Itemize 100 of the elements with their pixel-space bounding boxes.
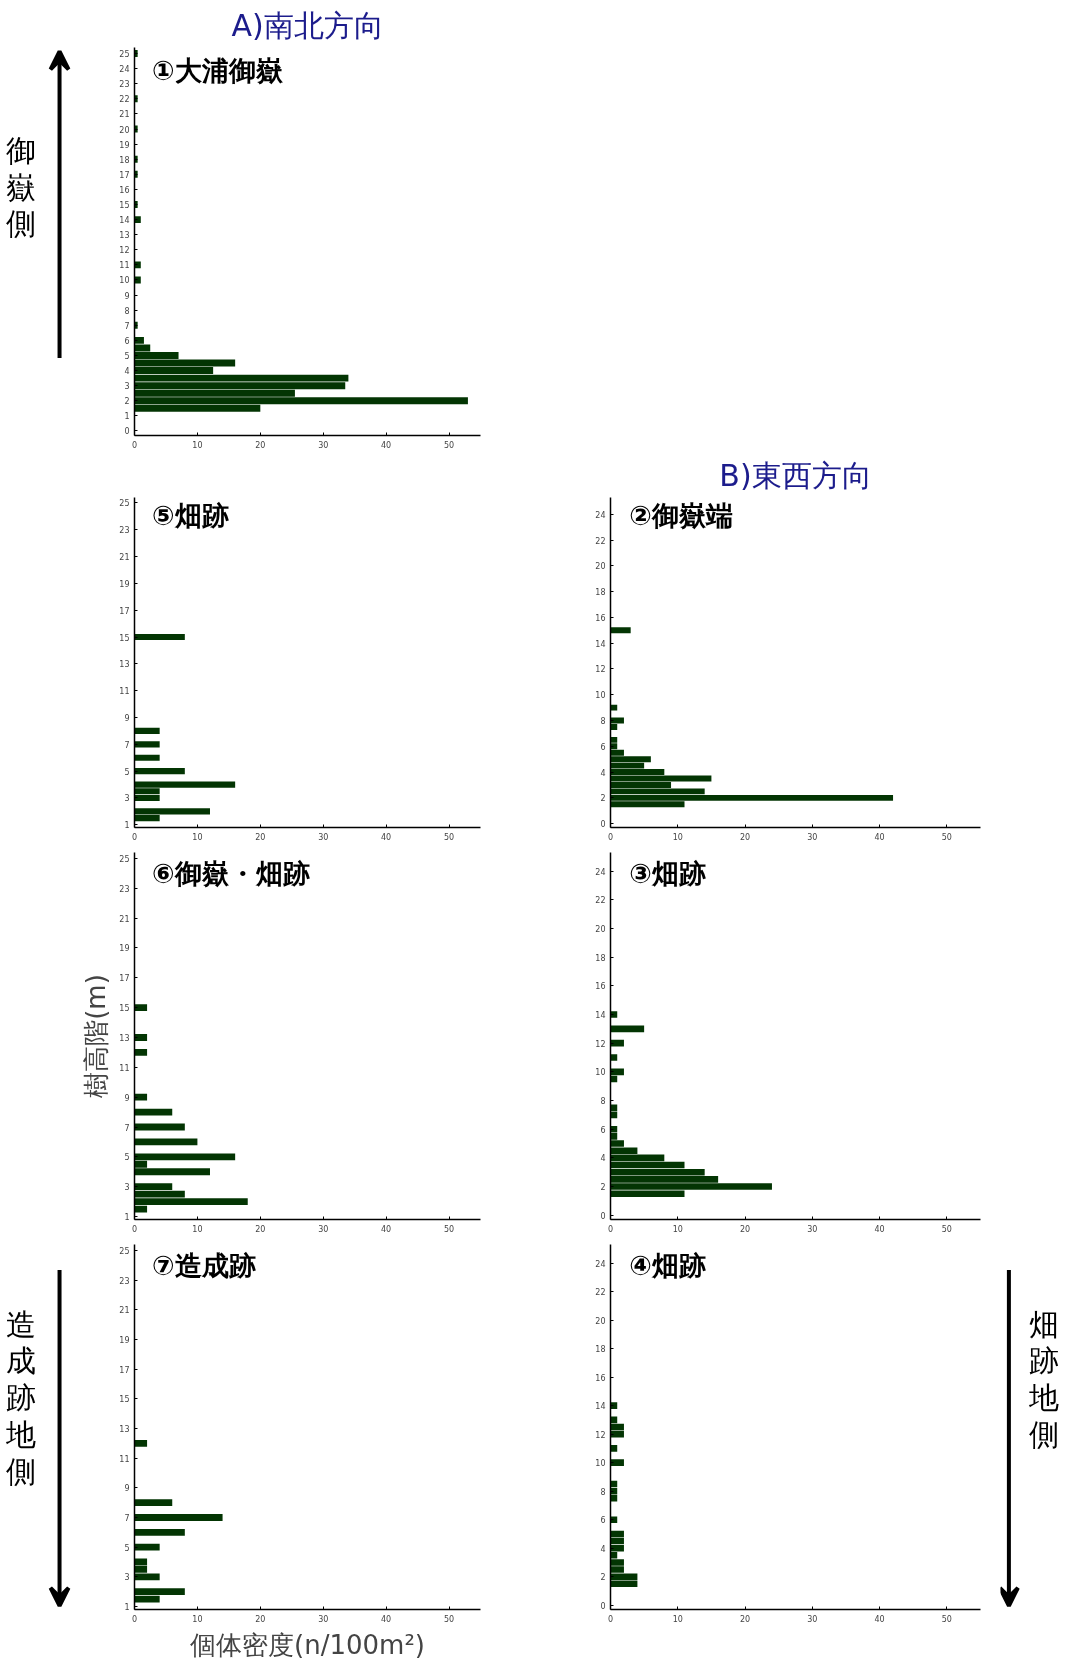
y-tick-label: 20 bbox=[595, 1316, 606, 1326]
y-tick-label: 13 bbox=[119, 660, 130, 670]
x-tick-label: 40 bbox=[874, 1614, 885, 1624]
y-tick-label: 24 bbox=[595, 867, 606, 877]
bar bbox=[134, 1093, 148, 1101]
chart-title: ①大浦御嶽 bbox=[151, 55, 284, 87]
y-tick-label: 14 bbox=[595, 1011, 606, 1020]
bar bbox=[610, 704, 618, 711]
y-tick-label: 2 bbox=[600, 794, 606, 804]
chart-title: ⑤畑跡 bbox=[151, 499, 229, 531]
y-tick-label: 0 bbox=[600, 1211, 606, 1221]
text: 造成跡地側 bbox=[4, 1306, 36, 1489]
y-tick-label: 21 bbox=[119, 1306, 130, 1316]
y-tick-label: 10 bbox=[595, 1068, 606, 1078]
x-tick-label: 30 bbox=[318, 1614, 329, 1624]
y-tick-label: 7 bbox=[124, 321, 130, 331]
y-tick-label: 20 bbox=[119, 125, 130, 135]
y-tick-label: 5 bbox=[124, 351, 130, 361]
bar bbox=[134, 1138, 198, 1146]
x-tick-label: 30 bbox=[318, 440, 329, 450]
y-tick-label: 7 bbox=[124, 1514, 130, 1524]
y-tick-label: 17 bbox=[119, 1365, 130, 1375]
y-tick-label: 1 bbox=[124, 1213, 130, 1223]
y-tick-label: 10 bbox=[595, 691, 606, 701]
y-tick-label: 16 bbox=[595, 982, 606, 992]
bar bbox=[134, 768, 185, 775]
y-tick-label: 23 bbox=[119, 1276, 130, 1286]
x-tick-label: 50 bbox=[443, 1224, 455, 1234]
y-tick-label: 10 bbox=[595, 1459, 606, 1469]
x-tick-label: 0 bbox=[131, 1224, 138, 1234]
y-tick-label: 3 bbox=[124, 794, 130, 804]
y-tick-label: 20 bbox=[595, 562, 606, 572]
chart-title: ②御嶽端 bbox=[629, 499, 733, 531]
x-tick-label: 20 bbox=[255, 1224, 266, 1234]
y-tick-label: 3 bbox=[124, 1573, 130, 1583]
y-tick-label: 21 bbox=[119, 110, 130, 120]
y-tick-label: 2 bbox=[600, 1573, 606, 1583]
x-tick-label: 20 bbox=[739, 1224, 751, 1234]
y-tick-label: 5 bbox=[124, 767, 130, 777]
y-tick-label: 12 bbox=[595, 1039, 606, 1049]
x-tick-label: 40 bbox=[874, 1224, 885, 1234]
bar bbox=[134, 754, 160, 761]
y-tick-label: 21 bbox=[119, 553, 130, 563]
chart-title: ③畑跡 bbox=[629, 858, 706, 890]
y-tick-label: 25 bbox=[119, 1246, 130, 1256]
y-tick-label: 8 bbox=[600, 1487, 606, 1497]
y-tick-label: 13 bbox=[119, 1424, 130, 1434]
y-axis-title: 樹高階(m) bbox=[81, 974, 112, 1098]
chart-subtitle: B)東西方向 bbox=[719, 457, 872, 493]
y-tick-label: 25 bbox=[119, 499, 130, 509]
y-tick-label: 4 bbox=[124, 367, 130, 377]
x-tick-label: 40 bbox=[381, 1224, 392, 1234]
y-tick-label: 16 bbox=[595, 1373, 606, 1383]
y-tick-label: 11 bbox=[119, 1454, 130, 1464]
y-tick-label: 11 bbox=[119, 1063, 130, 1073]
y-tick-label: 21 bbox=[119, 914, 130, 924]
x-tick-label: 0 bbox=[131, 1614, 138, 1624]
y-tick-label: 2 bbox=[124, 397, 130, 407]
y-tick-label: 25 bbox=[119, 50, 130, 60]
y-tick-label: 17 bbox=[119, 974, 130, 984]
x-tick-label: 30 bbox=[318, 832, 329, 842]
y-tick-label: 19 bbox=[119, 1335, 130, 1345]
y-tick-label: 17 bbox=[119, 606, 130, 616]
y-tick-label: 16 bbox=[119, 185, 130, 195]
x-tick-label: 20 bbox=[255, 440, 266, 450]
y-tick-label: 13 bbox=[119, 231, 130, 241]
y-tick-label: 17 bbox=[119, 170, 130, 180]
x-tick-label: 40 bbox=[381, 1614, 392, 1624]
y-tick-label: 3 bbox=[124, 1183, 130, 1193]
text: 畑跡地側 bbox=[1027, 1306, 1059, 1452]
y-tick-label: 9 bbox=[124, 1093, 130, 1103]
y-tick-label: 19 bbox=[119, 944, 130, 954]
x-tick-label: 40 bbox=[381, 440, 392, 450]
text: 御嶽側 bbox=[5, 132, 36, 242]
y-tick-label: 25 bbox=[119, 854, 130, 864]
y-tick-label: 18 bbox=[119, 155, 130, 165]
x-tick-label: 0 bbox=[607, 832, 614, 842]
y-tick-label: 23 bbox=[119, 80, 130, 90]
y-tick-label: 22 bbox=[595, 896, 606, 906]
x-tick-label: 0 bbox=[607, 1224, 614, 1234]
y-tick-label: 0 bbox=[124, 427, 130, 437]
y-tick-label: 12 bbox=[119, 246, 130, 256]
y-tick-label: 20 bbox=[595, 924, 606, 934]
x-tick-label: 50 bbox=[941, 832, 952, 842]
y-tick-label: 12 bbox=[595, 665, 606, 675]
y-tick-label: 14 bbox=[595, 639, 606, 649]
x-tick-label: 40 bbox=[381, 832, 392, 842]
y-tick-label: 11 bbox=[119, 687, 130, 697]
y-tick-label: 18 bbox=[595, 588, 606, 598]
bar bbox=[134, 1514, 223, 1521]
bar bbox=[134, 727, 160, 734]
y-tick-label: 4 bbox=[600, 768, 606, 778]
y-tick-label: 11 bbox=[119, 261, 130, 271]
y-tick-label: 0 bbox=[600, 820, 606, 830]
bar bbox=[134, 633, 185, 641]
bar bbox=[134, 1543, 160, 1551]
y-tick-label: 15 bbox=[119, 1395, 130, 1405]
y-tick-label: 22 bbox=[595, 1288, 606, 1298]
x-tick-label: 40 bbox=[874, 832, 885, 842]
bar bbox=[134, 1439, 148, 1447]
